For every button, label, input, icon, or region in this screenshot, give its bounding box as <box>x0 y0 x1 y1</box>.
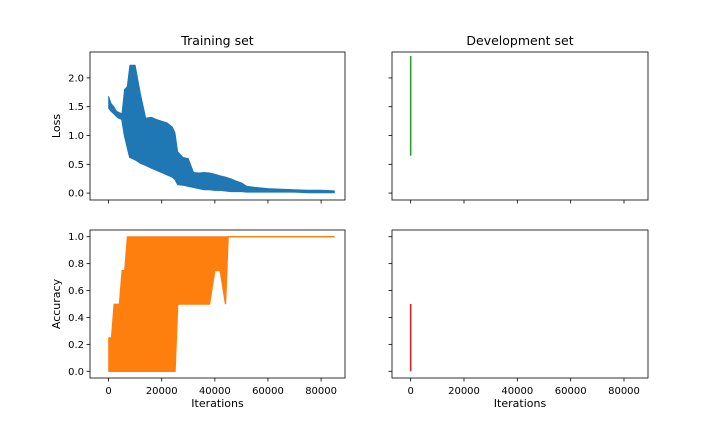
y-tick-label: 0.0 <box>68 189 84 200</box>
x-tick-label: 40000 <box>501 386 533 397</box>
y-tick-label: 0.6 <box>68 286 84 297</box>
y-tick-label: 2.0 <box>68 73 84 84</box>
y-tick-label: 0.2 <box>68 340 84 351</box>
y-tick-label: 1.0 <box>68 232 84 243</box>
chart-panel-3: 0 20000 40000 60000 80000 0.0 0.2 0.4 0.6 0.8 1.0 I… <box>50 229 346 410</box>
x-tick-label: 40000 <box>199 386 231 397</box>
y-axis-label: Loss <box>50 114 63 138</box>
x-axis-label: Iterations <box>494 397 547 410</box>
axes-frame <box>391 51 649 201</box>
y-tick-label: 0.0 <box>68 367 84 378</box>
x-tick-label: 20000 <box>448 386 480 397</box>
y-axis-label: Accuracy <box>50 278 63 329</box>
x-tick-label: 80000 <box>305 386 337 397</box>
panel-title: Development set <box>466 33 573 48</box>
axes-frame <box>89 51 346 201</box>
data-line <box>108 236 335 372</box>
data-line <box>108 107 335 194</box>
data-band <box>108 236 335 372</box>
chart-panel-4: 0 20000 40000 60000 80000 Iterations <box>388 229 649 410</box>
chart-panel-2: Development set <box>388 33 649 204</box>
y-tick-label: 0.5 <box>68 160 84 171</box>
chart-panel-1: 0.0 0.5 1.0 1.5 2.0 Training set Loss <box>50 33 346 204</box>
axes-frame <box>391 229 649 379</box>
data-band <box>108 64 335 193</box>
x-tick-label: 20000 <box>146 386 178 397</box>
panel-title: Training set <box>180 33 253 48</box>
x-tick-label: 0 <box>105 386 111 397</box>
x-tick-label: 60000 <box>555 386 587 397</box>
x-axis-label: Iterations <box>191 397 244 410</box>
y-tick-label: 0.4 <box>68 313 84 324</box>
data-series-group <box>108 236 335 372</box>
x-tick-label: 80000 <box>608 386 640 397</box>
y-tick-label: 1.5 <box>68 102 84 113</box>
x-tick-label: 0 <box>407 386 413 397</box>
data-series-group <box>108 64 335 194</box>
x-tick-label: 60000 <box>252 386 284 397</box>
y-tick-label: 1.0 <box>68 131 84 142</box>
axes-frame <box>89 229 346 379</box>
y-tick-label: 0.8 <box>68 259 84 270</box>
